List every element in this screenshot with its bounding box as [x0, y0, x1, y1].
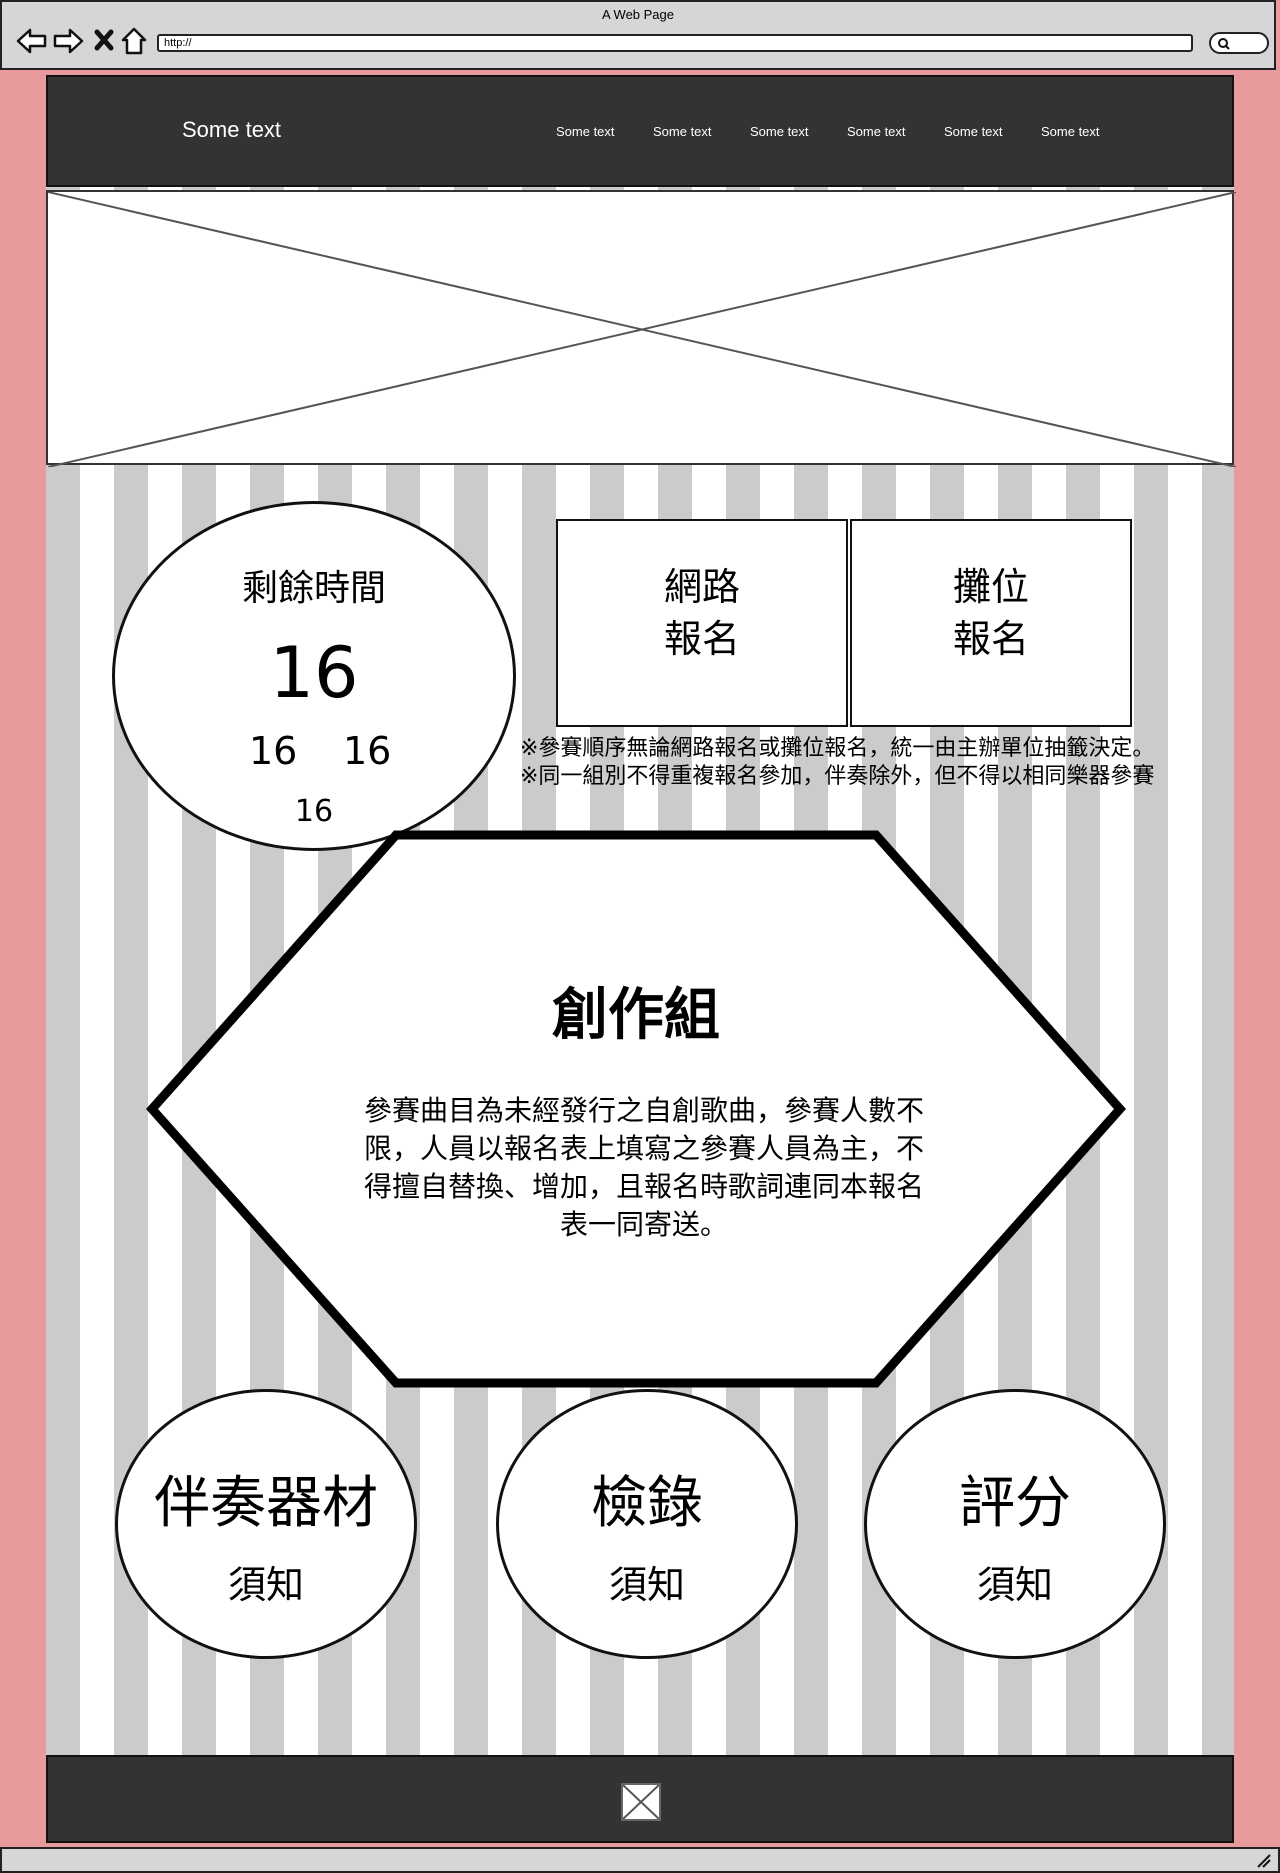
footer-image-placeholder	[621, 1783, 661, 1821]
category-hexagon: 創作組 參賽曲目為未經發行之自創歌曲，參賽人數不限，人員以報名表上填寫之參賽人員…	[146, 830, 1126, 1388]
online-registration-label-1: 網路	[663, 565, 740, 609]
nav-link-6[interactable]: Some text	[1041, 124, 1100, 139]
site-brand[interactable]: Some text	[182, 117, 282, 142]
category-description: 參賽曲目為未經發行之自創歌曲，參賽人數不限，人員以報名表上填寫之參賽人員為主，不…	[363, 1094, 924, 1241]
nav-link-2[interactable]: Some text	[653, 124, 712, 139]
window-title: A Web Page	[601, 7, 675, 22]
booth-registration-label-1: 攤位	[952, 565, 1029, 609]
browser-status-bar	[0, 1847, 1280, 1873]
countdown-title: 剩餘時間	[241, 568, 386, 609]
countdown-timer: 剩餘時間 16 16 16 16	[112, 501, 516, 851]
category-title: 創作組	[552, 983, 720, 1048]
image-placeholder-icon	[622, 1784, 660, 1820]
registration-notes: ※參賽順序無論網路報名或攤位報名，統一由主辦單位抽籤決定。 ※同一組別不得重複報…	[520, 735, 1154, 791]
countdown-value-a: 16	[249, 729, 298, 773]
registration-note: ※參賽順序無論網路報名或攤位報名，統一由主辦單位抽籤決定。	[520, 736, 1155, 761]
nav-link-3[interactable]: Some text	[750, 124, 809, 139]
nav-link-4[interactable]: Some text	[847, 124, 906, 139]
site-header: Some text Some text Some text Some text …	[46, 75, 1234, 187]
nav-link-1[interactable]: Some text	[556, 124, 615, 139]
scoring-notice-subtitle: 須知	[976, 1563, 1053, 1607]
online-registration-button[interactable]: 網路 報名	[556, 519, 848, 727]
hexagon-shape	[146, 830, 1126, 1388]
search-input[interactable]	[1209, 32, 1269, 54]
accompaniment-notice-subtitle: 須知	[227, 1563, 304, 1607]
online-registration-label-2: 報名	[663, 617, 740, 661]
back-arrow-icon[interactable]	[16, 26, 48, 56]
checkin-notice-subtitle: 須知	[608, 1563, 685, 1607]
hero-image-placeholder	[46, 190, 1236, 467]
resize-grip-icon[interactable]	[1254, 1851, 1272, 1869]
browser-chrome: A Web Page http://	[0, 0, 1276, 70]
countdown-value-c: 16	[294, 794, 334, 829]
page-content: Some text Some text Some text Some text …	[46, 75, 1236, 1843]
accompaniment-notice-title: 伴奏器材	[154, 1471, 378, 1536]
forward-arrow-icon[interactable]	[52, 26, 84, 56]
countdown-value-b: 16	[343, 729, 392, 773]
scoring-notice-button[interactable]: 評分 須知	[864, 1389, 1166, 1659]
site-footer	[46, 1755, 1234, 1843]
registration-note: ※同一組別不得重複報名參加，伴奏除外，但不得以相同樂器參賽	[520, 764, 1155, 789]
countdown-main-value: 16	[269, 632, 359, 714]
url-input[interactable]: http://	[157, 34, 1193, 52]
nav-link-5[interactable]: Some text	[944, 124, 1003, 139]
checkin-notice-button[interactable]: 檢錄 須知	[496, 1389, 798, 1659]
home-icon[interactable]	[118, 26, 150, 56]
checkin-notice-title: 檢錄	[591, 1471, 703, 1536]
top-nav: Some text Some text Some text Some text …	[556, 124, 1138, 139]
image-placeholder-icon	[48, 192, 1236, 467]
accompaniment-notice-button[interactable]: 伴奏器材 須知	[115, 1389, 417, 1659]
close-icon[interactable]	[90, 26, 122, 56]
scoring-notice-title: 評分	[959, 1471, 1071, 1536]
search-icon	[1218, 38, 1230, 50]
booth-registration-label-2: 報名	[952, 617, 1029, 661]
booth-registration-button[interactable]: 攤位 報名	[850, 519, 1132, 727]
